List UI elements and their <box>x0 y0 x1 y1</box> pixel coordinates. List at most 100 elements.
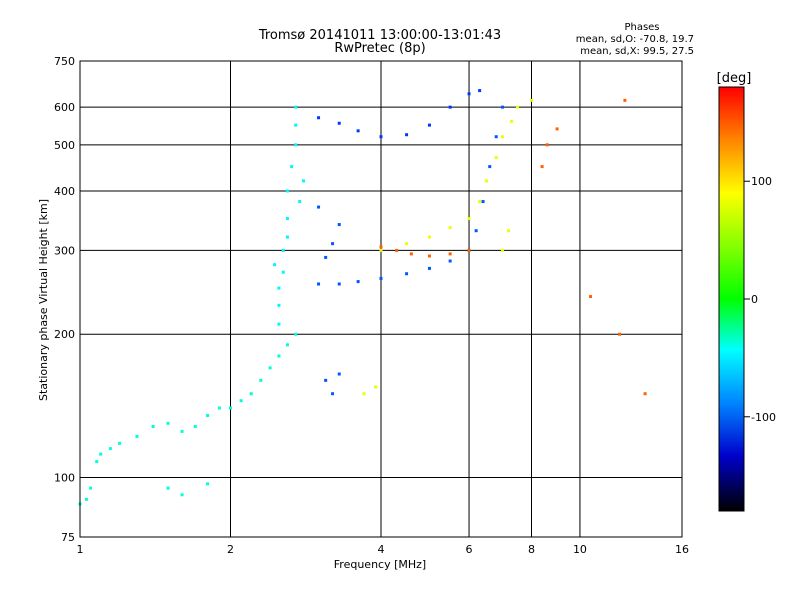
data-point <box>193 424 197 428</box>
data-point <box>510 119 514 123</box>
data-point <box>298 200 302 204</box>
data-point <box>95 460 99 464</box>
data-point <box>618 332 622 336</box>
data-point <box>494 156 498 160</box>
data-point <box>151 424 155 428</box>
data-point <box>356 280 360 284</box>
colorbar-label: [deg] <box>717 71 752 86</box>
x-tick-label: 6 <box>466 543 473 556</box>
data-point <box>488 165 492 169</box>
data-point <box>268 366 272 370</box>
data-point <box>285 189 289 193</box>
data-point <box>180 493 184 497</box>
data-point <box>448 259 452 263</box>
data-point <box>478 89 482 93</box>
data-point <box>294 143 298 147</box>
data-point <box>99 452 103 456</box>
data-point <box>277 286 281 290</box>
data-point <box>273 263 277 267</box>
data-point <box>317 205 321 209</box>
data-point <box>448 105 452 109</box>
data-point <box>337 372 341 376</box>
data-point <box>166 486 170 490</box>
x-tick-label: 1 <box>77 543 84 556</box>
x-axis-ticks: 1 2 4 6 8 10 16 <box>77 543 690 556</box>
plot-frame <box>79 60 683 538</box>
legend-line-x: mean, sd,X: 99.5, 27.5 <box>580 46 694 57</box>
y-tick-label: 500 <box>54 139 75 152</box>
data-point <box>118 441 122 445</box>
data-point <box>317 116 321 120</box>
data-point <box>481 200 485 204</box>
data-point <box>494 135 498 139</box>
y-axis-ticks: 75 100 200 300 400 500 600 750 <box>54 55 75 544</box>
data-point <box>427 235 431 239</box>
data-point <box>331 392 335 396</box>
data-point <box>448 252 452 256</box>
data-point <box>501 248 505 252</box>
data-point <box>379 248 383 252</box>
data-point <box>277 322 281 326</box>
y-tick-label: 200 <box>54 328 75 341</box>
colorbar-ticks: 100 0 -100 <box>744 175 776 424</box>
data-point <box>166 421 170 425</box>
data-point <box>135 434 139 438</box>
data-point <box>405 242 409 246</box>
data-point <box>285 217 289 221</box>
data-point <box>379 135 383 139</box>
data-point <box>545 143 549 147</box>
data-point <box>302 179 306 183</box>
data-point <box>379 276 383 280</box>
data-point <box>540 165 544 169</box>
data-point <box>507 229 511 233</box>
data-point <box>467 92 471 96</box>
data-point <box>285 235 289 239</box>
data-point <box>239 399 243 403</box>
data-point <box>84 497 88 501</box>
data-point <box>448 226 452 230</box>
y-tick-label: 750 <box>54 55 75 68</box>
legend-line-o: mean, sd,O: -70.8, 19.7 <box>576 34 694 45</box>
x-axis-label: Frequency [MHz] <box>334 558 426 571</box>
data-point <box>259 378 263 382</box>
data-point <box>229 406 232 410</box>
x-tick-label: 16 <box>675 543 689 556</box>
data-point <box>317 282 321 286</box>
data-point <box>427 254 431 258</box>
data-point <box>356 129 360 133</box>
data-point <box>337 223 341 227</box>
chart-title: Tromsø 20141011 13:00:00-13:01:43 <box>258 28 501 43</box>
colorbar <box>718 86 745 512</box>
data-point <box>206 413 210 417</box>
data-point <box>623 98 627 102</box>
data-point <box>362 392 366 396</box>
data-point <box>249 392 253 396</box>
data-point <box>337 121 341 125</box>
data-point <box>374 385 378 389</box>
data-point <box>294 123 298 127</box>
data-point <box>515 105 519 109</box>
data-point <box>379 245 383 249</box>
data-point <box>285 343 289 347</box>
chart-subtitle: RwPretec (8p) <box>334 41 425 56</box>
data-point <box>281 270 285 274</box>
data-point <box>555 127 559 131</box>
data-point <box>501 105 505 109</box>
data-point <box>467 217 471 221</box>
data-point <box>501 135 505 139</box>
data-point <box>281 248 285 252</box>
data-point <box>331 242 335 246</box>
data-point <box>294 105 298 109</box>
data-point <box>474 229 478 233</box>
x-tick-label: 4 <box>378 543 385 556</box>
data-point <box>180 429 184 433</box>
data-point <box>277 354 281 358</box>
x-tick-label: 2 <box>227 543 234 556</box>
data-point <box>478 200 482 204</box>
data-point <box>484 179 488 183</box>
data-point <box>427 123 431 127</box>
data-point <box>206 482 210 486</box>
data-point <box>108 447 112 451</box>
data-point <box>290 165 294 169</box>
